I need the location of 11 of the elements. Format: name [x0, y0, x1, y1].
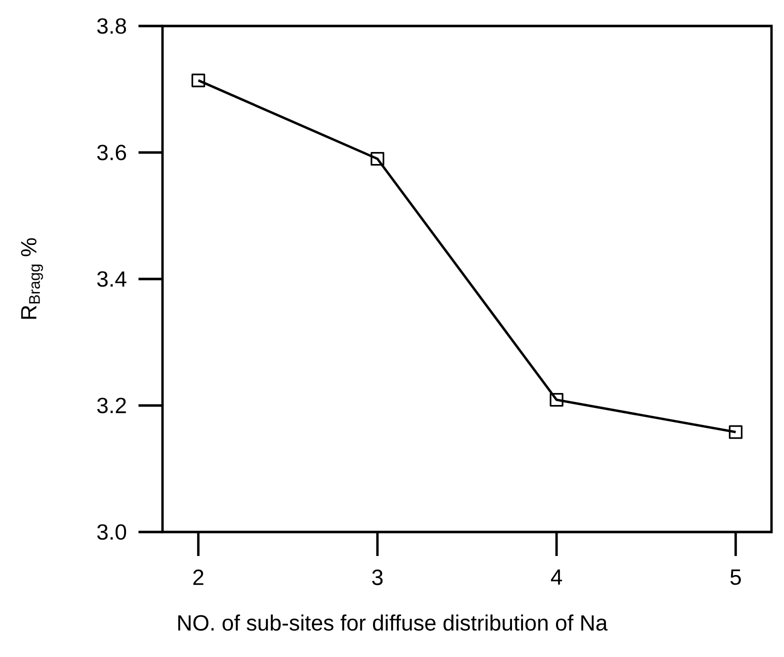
x-tick-label: 3: [372, 570, 383, 586]
y-tick-label: 3.6: [97, 144, 126, 160]
y-tick-label: 3.0: [97, 524, 126, 540]
y-axis-title: R$_{Bragg}$ %: [21, 238, 43, 319]
x-axis-title: NO. of sub-sites for diffuse distribution of Na: [178, 614, 608, 631]
y-tick-label: 3.8: [97, 18, 126, 34]
x-tick-label: 5: [730, 570, 741, 585]
x-tick-label: 2: [193, 570, 204, 585]
x-tick-label: 4: [550, 570, 562, 585]
y-tick-label: 3.2: [97, 398, 126, 414]
y-tick-label: 3.4: [97, 271, 126, 287]
